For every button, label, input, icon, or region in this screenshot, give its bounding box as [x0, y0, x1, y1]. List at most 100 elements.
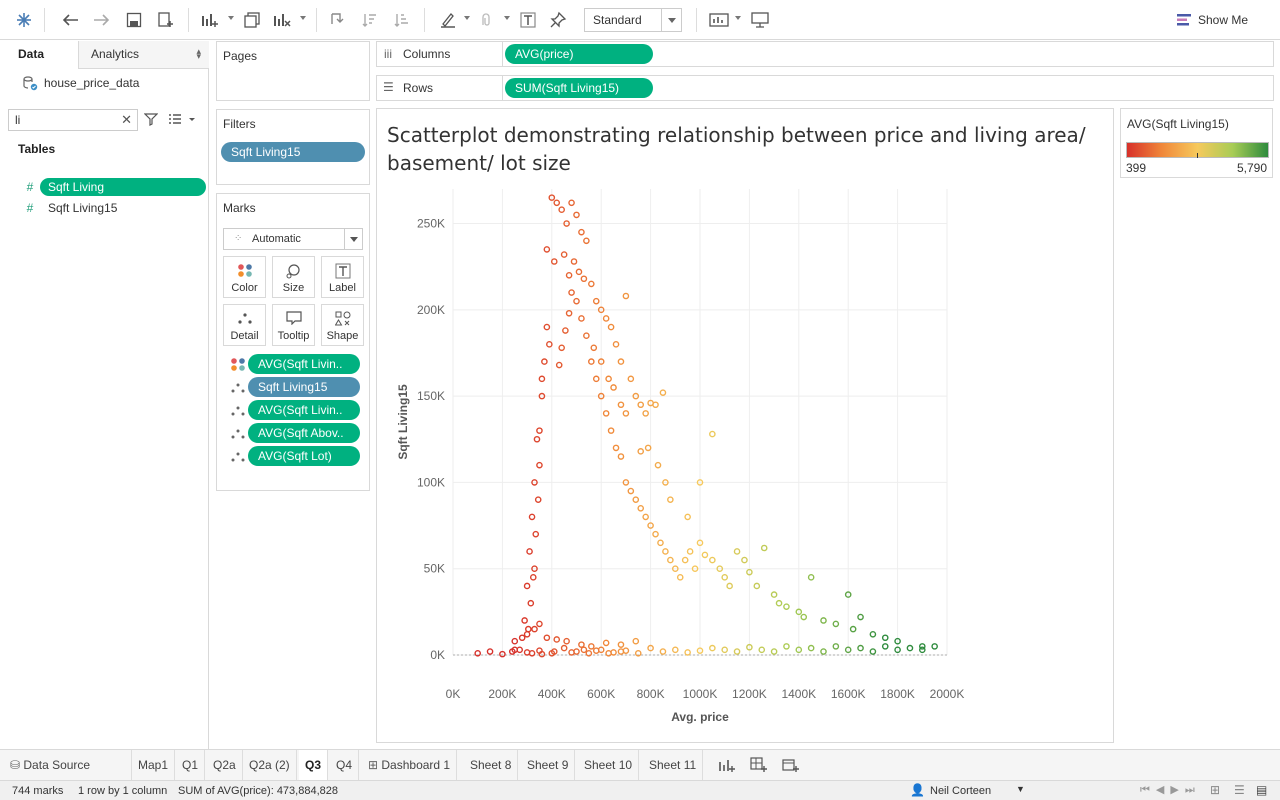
scatter-point [869, 648, 877, 655]
undo-icon[interactable] [58, 8, 82, 32]
scatter-point [753, 582, 761, 590]
clear-search-icon[interactable]: ✕ [121, 112, 132, 127]
tab-map1[interactable]: Map1 [132, 750, 176, 780]
field-name: Sqft Living [40, 178, 206, 196]
sort-descending-icon[interactable] [390, 8, 414, 32]
fit-mode-select[interactable]: Standard [584, 8, 682, 32]
detail-button[interactable]: Detail [223, 304, 266, 346]
columns-pill[interactable]: AVG(price) [505, 44, 653, 64]
tab-sheet-8[interactable]: Sheet 8 [464, 750, 519, 780]
user-name[interactable]: Neil Corteen [930, 785, 992, 797]
tab-data[interactable]: Data [0, 41, 79, 69]
tab-sheet-10[interactable]: Sheet 10 [578, 750, 640, 780]
datasource-item[interactable]: house_price_data [22, 75, 139, 91]
sort-ascending-icon[interactable] [358, 8, 382, 32]
rows-shelf[interactable]: ☰ Rows SUM(Sqft Living15) [376, 75, 1274, 101]
tab-q2a[interactable]: Q2a [207, 750, 243, 780]
scatter-point [580, 646, 588, 654]
datasource-name: house_price_data [44, 76, 140, 90]
data-pane: Data Analytics ▴ ▾ house_price_data li ✕ … [0, 41, 209, 749]
scatter-point [588, 280, 595, 288]
scatter-point [820, 617, 827, 624]
x-tick-label: 1800K [880, 687, 915, 701]
pages-shelf[interactable]: Pages [216, 41, 370, 101]
save-icon[interactable] [122, 8, 146, 32]
tab-sheet-11[interactable]: Sheet 11 [643, 750, 704, 780]
user-menu-chevron-icon[interactable]: ▼ [1016, 784, 1025, 794]
scatter-point [637, 504, 645, 512]
clear-sheet-icon[interactable] [270, 8, 294, 32]
show-labels-icon[interactable] [516, 8, 540, 32]
legend-max: 5,790 [1236, 161, 1267, 175]
tab-q3[interactable]: Q3 [299, 750, 329, 781]
view-options-icon[interactable] [168, 112, 196, 129]
mark-pill-detail[interactable]: AVG(Sqft Abov.. [248, 423, 360, 443]
color-legend[interactable]: AVG(Sqft Living15) 399 5,790 [1120, 108, 1273, 178]
status-bar: 744 marks 1 row by 1 column SUM of AVG(p… [0, 780, 1280, 800]
field-item[interactable]: # Sqft Living15 [20, 198, 208, 218]
scatter-point [637, 448, 645, 455]
sheet-sorter-icon[interactable]: ☰ [1234, 783, 1245, 797]
presentation-mode-icon[interactable] [748, 8, 772, 32]
scatter-point [541, 358, 548, 365]
scatter-point [605, 375, 612, 383]
scatter-point [659, 389, 667, 396]
scatter-point [795, 608, 803, 616]
pin-icon[interactable] [546, 8, 570, 32]
new-dashboard-tab-icon[interactable] [750, 757, 768, 776]
new-story-tab-icon[interactable] [782, 757, 800, 776]
scatter-point [607, 427, 615, 434]
columns-shelf[interactable]: iii Columns AVG(price) [376, 41, 1274, 67]
tooltip-icon [273, 311, 314, 325]
size-button[interactable]: Size [272, 256, 315, 298]
swap-rows-columns-icon[interactable] [326, 8, 350, 32]
filmstrip-icon[interactable]: ⊞ [1210, 783, 1221, 797]
field-search-input[interactable]: li ✕ [8, 109, 138, 131]
scatter-point [546, 341, 553, 348]
tabs-view-icon[interactable]: ▤ [1256, 783, 1268, 797]
shape-icon [322, 311, 363, 327]
color-button[interactable]: Color [223, 256, 266, 298]
show-cards-icon[interactable] [708, 8, 732, 32]
tab-q4[interactable]: Q4 [330, 750, 360, 780]
marks-count: 744 marks [12, 785, 64, 797]
show-me-button[interactable]: Show Me [1176, 10, 1248, 30]
tab-q1[interactable]: Q1 [176, 750, 206, 780]
sheet-navigation-icons[interactable]: ⏮◀▶⏭ [1140, 784, 1201, 796]
filter-pill[interactable]: Sqft Living15 [221, 142, 365, 162]
scatter-point [770, 591, 778, 598]
toolbar: Standard Show Me [0, 0, 1280, 40]
mark-type-select[interactable]: ⁘ Automatic [223, 228, 363, 250]
chevron-down-icon [661, 9, 681, 31]
filter-fields-icon[interactable] [143, 112, 159, 129]
mark-pill-detail[interactable]: AVG(Sqft Lot) [248, 446, 360, 466]
tab-q2a-2[interactable]: Q2a (2) [243, 750, 297, 780]
label-button[interactable]: Label [321, 256, 364, 298]
tab-analytics[interactable]: Analytics ▴ ▾ [79, 41, 209, 69]
tab-dashboard-1[interactable]: ⊞ Dashboard 1 [362, 750, 458, 780]
scatter-point [565, 271, 573, 279]
scatter-chart[interactable]: 0K 200K 400K 600K 800K 1000K 1200K 1400K 1600K 18… [377, 109, 1113, 742]
mark-pill-color[interactable]: AVG(Sqft Livin.. [248, 354, 360, 374]
mark-pill-detail[interactable]: AVG(Sqft Livin.. [248, 400, 360, 420]
x-tick-label: 800K [637, 687, 665, 701]
tooltip-button[interactable]: Tooltip [272, 304, 315, 346]
tableau-logo-icon[interactable] [12, 8, 36, 32]
new-worksheet-icon[interactable] [198, 8, 222, 32]
scatter-point [578, 641, 585, 648]
filters-shelf[interactable]: Filters Sqft Living15 [216, 109, 370, 185]
shape-button[interactable]: Shape [321, 304, 364, 346]
new-worksheet-tab-icon[interactable] [718, 757, 736, 776]
group-members-icon[interactable] [474, 8, 498, 32]
field-item[interactable]: # Sqft Living [20, 177, 208, 197]
highlight-icon[interactable] [436, 8, 460, 32]
mark-pill-detail[interactable]: Sqft Living15 [248, 377, 360, 397]
scatter-point [617, 453, 625, 460]
scatter-point [597, 358, 605, 365]
redo-icon[interactable] [90, 8, 114, 32]
tab-sheet-9[interactable]: Sheet 9 [521, 750, 576, 780]
new-datasource-icon[interactable] [154, 8, 178, 32]
duplicate-sheet-icon[interactable] [240, 8, 264, 32]
tab-data-source[interactable]: ⛁ Data Source [0, 750, 132, 780]
rows-pill[interactable]: SUM(Sqft Living15) [505, 78, 653, 98]
